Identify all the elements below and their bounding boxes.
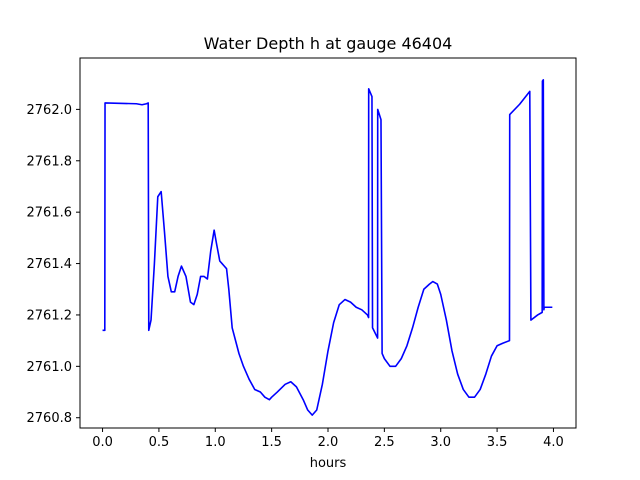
y-axis-ticks: 2760.8 2761.0 2761.2 2761.4 2761.6 2761.8 2762… bbox=[27, 103, 80, 426]
x-tick-label: 0.0 bbox=[92, 435, 113, 450]
x-tick-label: 2.0 bbox=[318, 435, 339, 450]
y-tick-label: 2762.0 bbox=[27, 103, 73, 118]
series-line bbox=[102, 79, 553, 416]
x-tick-label: 4.0 bbox=[543, 435, 564, 450]
x-tick-label: 3.5 bbox=[487, 435, 508, 450]
y-tick-label: 2760.8 bbox=[27, 411, 73, 426]
chart-title: Water Depth h at gauge 46404 bbox=[204, 34, 453, 53]
x-axis-label: hours bbox=[310, 456, 347, 471]
y-tick-label: 2761.6 bbox=[27, 206, 73, 221]
x-axis-ticks: 0.0 0.5 1.0 1.5 2.0 2.5 3.0 3.5 4.0 bbox=[92, 428, 564, 450]
x-tick-label: 0.5 bbox=[149, 435, 170, 450]
x-tick-label: 3.0 bbox=[430, 435, 451, 450]
x-tick-label: 1.0 bbox=[205, 435, 226, 450]
y-tick-label: 2761.8 bbox=[27, 154, 73, 169]
y-tick-label: 2761.0 bbox=[27, 360, 73, 375]
plot-area bbox=[102, 79, 553, 416]
axes-frame bbox=[79, 57, 577, 429]
x-tick-label: 2.5 bbox=[374, 435, 395, 450]
x-tick-label: 1.5 bbox=[261, 435, 282, 450]
y-tick-label: 2761.2 bbox=[27, 308, 73, 323]
y-tick-label: 2761.4 bbox=[27, 257, 73, 272]
